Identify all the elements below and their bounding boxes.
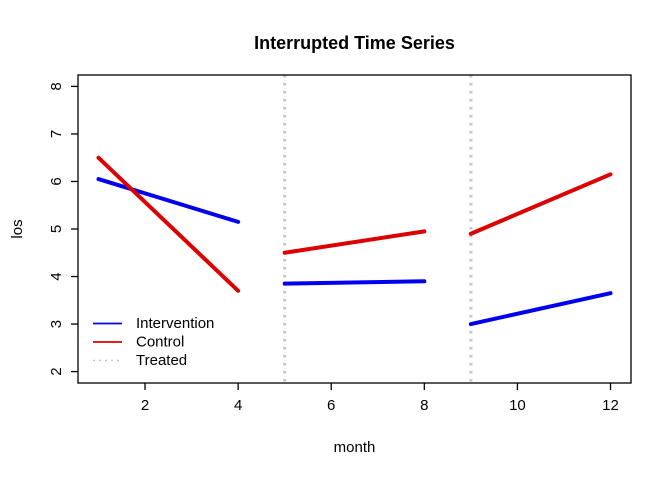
legend-label-treated: Treated (136, 352, 187, 369)
x-tick-label: 12 (602, 397, 619, 414)
x-tick-label: 6 (327, 397, 335, 414)
y-tick-label: 6 (48, 177, 65, 185)
series-control-segment (282, 229, 427, 255)
series-control-segment (96, 155, 241, 293)
y-tick-label: 3 (48, 320, 65, 328)
y-axis-label: los (9, 219, 26, 238)
legend-label-control: Control (136, 334, 184, 351)
x-tick-label: 10 (509, 397, 526, 414)
series-intervention-segment (96, 177, 241, 224)
chart-generated-layer: 2 4 6 8 10 12 2 3 4 5 6 7 8 (48, 75, 619, 414)
y-tick-label: 7 (48, 130, 65, 138)
x-tick-label: 2 (141, 397, 149, 414)
series-intervention-segment (282, 279, 427, 286)
y-tick-label: 5 (48, 225, 65, 233)
legend-label-intervention: Intervention (136, 315, 214, 332)
chart-title: Interrupted Time Series (254, 33, 455, 53)
x-axis-label: month (334, 439, 376, 456)
y-tick-label: 4 (48, 272, 65, 280)
chart-labels: Interrupted Time Series month los Interv… (9, 33, 455, 456)
y-tick-label: 8 (48, 82, 65, 90)
x-tick-label: 4 (234, 397, 242, 414)
plot-box (77, 74, 632, 384)
x-tick-label: 8 (420, 397, 428, 414)
series-control-segment (468, 172, 613, 236)
y-tick-label: 2 (48, 367, 65, 375)
series-intervention-segment (468, 291, 613, 327)
